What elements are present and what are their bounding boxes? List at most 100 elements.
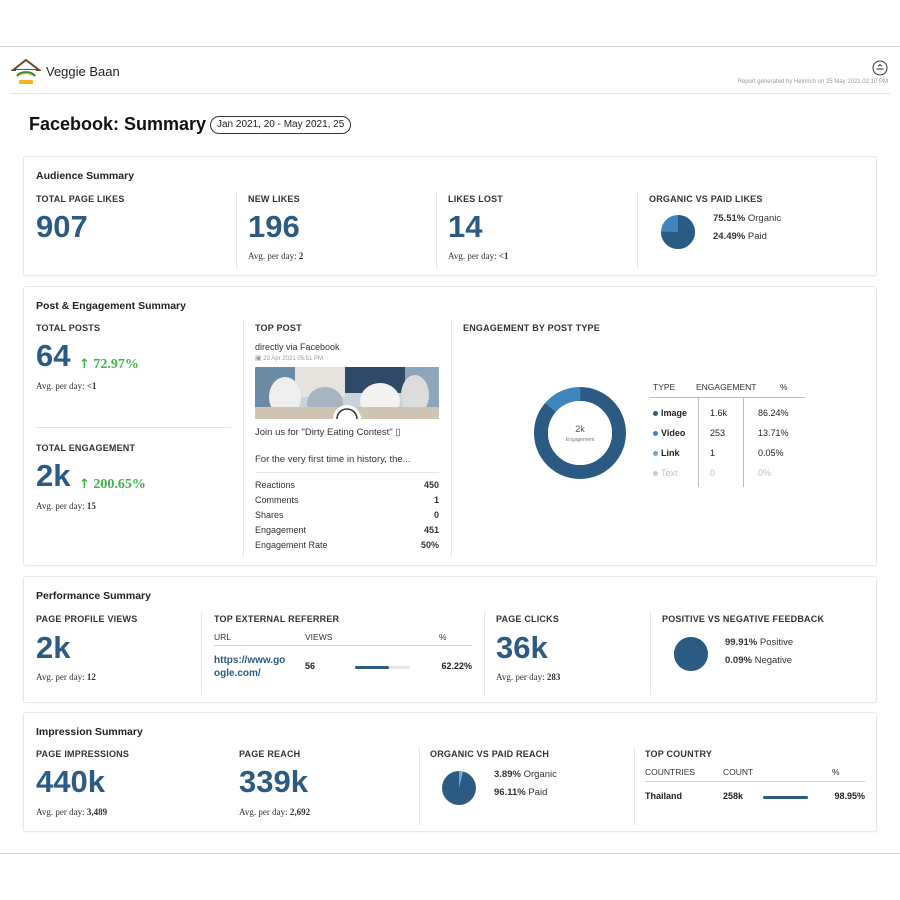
engagement-growth: ↑ 200.65% <box>79 477 146 492</box>
engagement-column-header: ENGAGEMENT <box>696 382 757 392</box>
top-post-image[interactable] <box>255 367 439 419</box>
type-row-text: Text <box>653 468 678 478</box>
total-page-likes-label: TOTAL PAGE LIKES <box>36 194 125 204</box>
country-share-bar-fill <box>763 796 808 799</box>
total-engagement-value: 2k <box>36 458 71 493</box>
section-title: Audience Summary <box>36 170 135 182</box>
paid-reach-legend: 96.11% Paid <box>494 787 548 798</box>
organic-vs-paid-reach-pie <box>442 771 476 805</box>
column-divider <box>637 191 638 269</box>
column-divider <box>243 321 244 557</box>
type-engagement: 1 <box>710 448 716 458</box>
top-divider <box>0 46 900 47</box>
column-divider <box>436 191 437 269</box>
organic-reach-legend: 3.89% Organic <box>494 769 557 780</box>
legend-dot-icon <box>653 471 658 477</box>
pie-slice-positive <box>673 637 708 671</box>
total-posts-value: 64 <box>36 338 71 373</box>
table-column-divider <box>743 397 744 487</box>
column-divider <box>650 611 651 695</box>
page-profile-views-avg: Avg. per day: 12 <box>36 672 96 682</box>
legend-dot-icon <box>653 411 658 417</box>
impression-summary-card: Impression Summary PAGE IMPRESSIONS 440k… <box>23 712 877 832</box>
negative-feedback-legend: 0.09% Negative <box>725 655 793 666</box>
new-likes-value: 196 <box>248 209 300 244</box>
posts-avg: Avg. per day: <1 <box>36 381 97 391</box>
paid-likes-legend: 24.49% Paid <box>713 231 767 242</box>
row-divider <box>255 472 439 473</box>
countries-column-header: COUNTRIES <box>645 767 696 777</box>
type-row-image: Image <box>653 408 687 418</box>
type-pct: 0% <box>758 468 772 478</box>
new-likes-avg: Avg. per day: 2 <box>248 251 304 261</box>
engagement-by-type-donut: 2k Engagement <box>534 387 626 479</box>
table-column-divider <box>698 397 699 487</box>
type-pct: 0.05% <box>758 448 784 458</box>
type-row-link: Link <box>653 448 680 458</box>
country-count: 258k <box>723 791 744 801</box>
top-post-date: ▣ 23 Apr 2021 05:51 PM <box>255 355 324 362</box>
page-clicks-value: 36k <box>496 630 548 665</box>
referrer-url-link[interactable]: https://www.go ogle.com/ <box>214 655 286 679</box>
top-post-caption-line2: For the very first time in history, the.… <box>255 454 411 465</box>
type-engagement: 0 <box>710 468 716 478</box>
posts-growth: ↑ 72.97% <box>79 357 139 372</box>
total-page-likes-value: 907 <box>36 209 88 244</box>
views-column-header: VIEWS <box>305 632 333 642</box>
column-divider <box>484 611 485 695</box>
total-posts-label: TOTAL POSTS <box>36 323 101 333</box>
page-clicks-label: PAGE CLICKS <box>496 614 560 624</box>
engagement-avg: Avg. per day: 15 <box>36 501 96 511</box>
stat-value: 0 <box>433 510 439 520</box>
donut-segment-link[interactable] <box>534 387 626 479</box>
column-divider <box>634 747 635 825</box>
veggie-baan-logo <box>11 58 41 84</box>
column-divider <box>201 611 202 695</box>
stat-value: 50% <box>420 540 439 550</box>
organic-vs-paid-reach-label: ORGANIC VS PAID REACH <box>430 749 550 759</box>
country-name: Thailand <box>645 791 683 801</box>
pct-column-header: % <box>832 767 840 777</box>
column-divider <box>236 191 237 269</box>
legend-dot-icon <box>653 431 658 437</box>
type-pct: 86.24% <box>758 408 789 418</box>
column-divider <box>419 747 420 825</box>
page-profile-views-label: PAGE PROFILE VIEWS <box>36 614 138 624</box>
page-reach-value: 339k <box>239 764 308 799</box>
likes-lost-avg: Avg. per day: <1 <box>448 251 509 261</box>
type-engagement: 1.6k <box>710 408 728 418</box>
new-likes-label: NEW LIKES <box>248 194 300 204</box>
table-header-divider <box>214 645 472 646</box>
header-divider <box>10 93 890 94</box>
type-engagement: 253 <box>710 428 726 438</box>
country-pct: 98.95% <box>834 791 865 801</box>
bottom-divider <box>0 853 900 854</box>
organic-likes-legend: 75.51% Organic <box>713 213 782 224</box>
top-external-referrer-label: TOP EXTERNAL REFERRER <box>214 614 340 624</box>
brand-name: Veggie Baan <box>46 64 120 79</box>
stat-value: 450 <box>423 480 439 490</box>
feedback-pie <box>673 637 708 671</box>
stat-label: Shares <box>255 510 284 520</box>
post-engagement-summary-card: Post & Engagement Summary TOTAL POSTS 64… <box>23 286 877 566</box>
total-engagement-label: TOTAL ENGAGEMENT <box>36 443 136 453</box>
page-impressions-value: 440k <box>36 764 105 799</box>
performance-summary-card: Performance Summary PAGE PROFILE VIEWS 2… <box>23 576 877 703</box>
pie-slice-organic <box>459 771 464 788</box>
page-profile-views-value: 2k <box>36 630 71 665</box>
table-header-divider <box>645 781 865 782</box>
section-title: Impression Summary <box>36 726 143 738</box>
legend-dot-icon <box>653 451 658 457</box>
positive-vs-negative-feedback-label: POSITIVE VS NEGATIVE FEEDBACK <box>662 614 825 624</box>
stat-value: 1 <box>433 495 439 505</box>
table-header-divider <box>649 397 805 398</box>
top-post-source: directly via Facebook <box>255 342 340 352</box>
donut-center-label: Engagement <box>566 437 595 443</box>
arrow-up-icon: ↑ <box>79 357 90 372</box>
account-circle-icon[interactable] <box>872 60 888 76</box>
calendar-icon: ▣ <box>255 355 262 362</box>
arrow-up-icon: ↑ <box>79 477 90 492</box>
referrer-share-bar <box>355 666 410 669</box>
pct-column-header: % <box>439 632 447 642</box>
date-range-selector[interactable]: Jan 2021, 20 - May 2021, 25 <box>210 116 352 134</box>
